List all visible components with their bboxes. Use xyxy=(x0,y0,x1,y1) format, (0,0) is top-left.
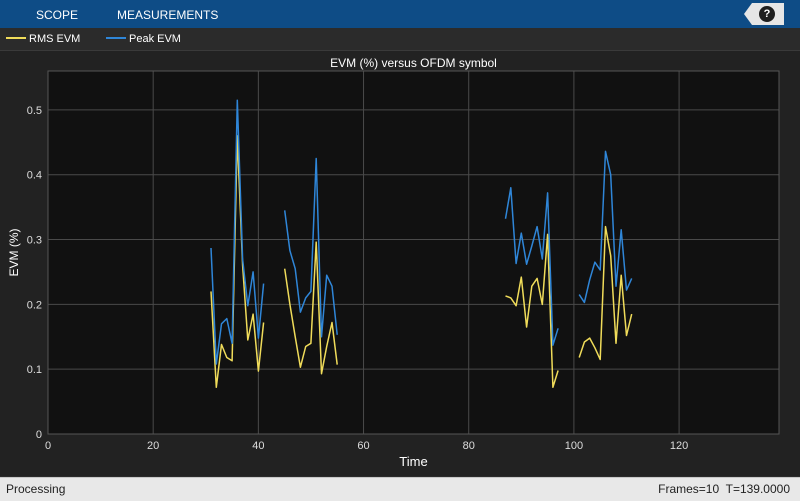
y-tick-label: 0.2 xyxy=(27,299,42,311)
series-line-peak-evm xyxy=(210,99,265,365)
axes-border xyxy=(47,70,780,435)
chart-title: EVM (%) versus OFDM symbol xyxy=(330,56,497,70)
legend-label-rms-evm: RMS EVM xyxy=(29,33,81,45)
legend-item-rms-evm[interactable]: RMS EVM xyxy=(6,28,80,50)
x-tick-label: 100 xyxy=(565,440,583,452)
x-tick-label: 0 xyxy=(45,440,51,452)
series-line-rms-evm xyxy=(210,135,265,389)
grid xyxy=(47,71,779,435)
tick-labels: 0 20 40 60 80 100 120 0 0.1 0.2 0.3 0.4 0.5 xyxy=(27,105,689,452)
legend-label-peak-evm: Peak EVM xyxy=(129,33,181,45)
legend: RMS EVM Peak EVM xyxy=(0,28,800,51)
help-area: ? xyxy=(744,3,784,25)
y-tick-label: 0 xyxy=(36,429,42,441)
plot-area: 0 20 40 60 80 100 120 0 0.1 0.2 0.3 0.4 0.5 EVM (%) … xyxy=(0,51,800,476)
y-tick-label: 0.1 xyxy=(27,364,42,376)
x-tick-label: 120 xyxy=(670,440,688,452)
x-tick-label: 20 xyxy=(147,440,159,452)
x-axis-label: Time xyxy=(399,454,427,469)
tab-measurements[interactable]: MEASUREMENTS xyxy=(117,8,219,22)
series-line-peak-evm xyxy=(578,150,633,304)
x-tick-label: 40 xyxy=(252,440,264,452)
x-tick-label: 80 xyxy=(463,440,475,452)
legend-item-peak-evm[interactable]: Peak EVM xyxy=(106,28,181,50)
axes-background xyxy=(48,71,779,434)
y-tick-label: 0.4 xyxy=(27,170,42,182)
x-tick-label: 60 xyxy=(357,440,369,452)
y-tick-label: 0.3 xyxy=(27,235,42,247)
legend-line-rms-evm xyxy=(6,37,26,40)
time-readout: T=139.0000 xyxy=(725,482,790,496)
toolstrip: SCOPE MEASUREMENTS ? xyxy=(0,0,800,28)
series-line-peak-evm xyxy=(283,157,338,338)
series-line-peak-evm xyxy=(504,186,559,346)
help-icon[interactable]: ? xyxy=(759,6,775,22)
series-line-rms-evm xyxy=(505,233,559,389)
help-notch xyxy=(744,3,752,25)
evm-chart: 0 20 40 60 80 100 120 0 0.1 0.2 0.3 0.4 0.5 EVM (%) … xyxy=(7,56,780,469)
status-text: Processing xyxy=(6,482,66,496)
tab-scope[interactable]: SCOPE xyxy=(36,8,79,22)
series-line-rms-evm xyxy=(283,241,338,375)
y-tick-label: 0.5 xyxy=(27,105,42,117)
legend-line-peak-evm xyxy=(106,37,126,40)
frames-readout: Frames=10 xyxy=(658,482,720,496)
status-bar: Processing Frames=10 T=139.0000 xyxy=(0,477,800,501)
y-axis-label: EVM (%) xyxy=(7,228,21,276)
status-readout: Frames=10 T=139.0000 xyxy=(658,482,790,496)
series-lines xyxy=(210,99,633,389)
series-line-rms-evm xyxy=(578,225,633,361)
